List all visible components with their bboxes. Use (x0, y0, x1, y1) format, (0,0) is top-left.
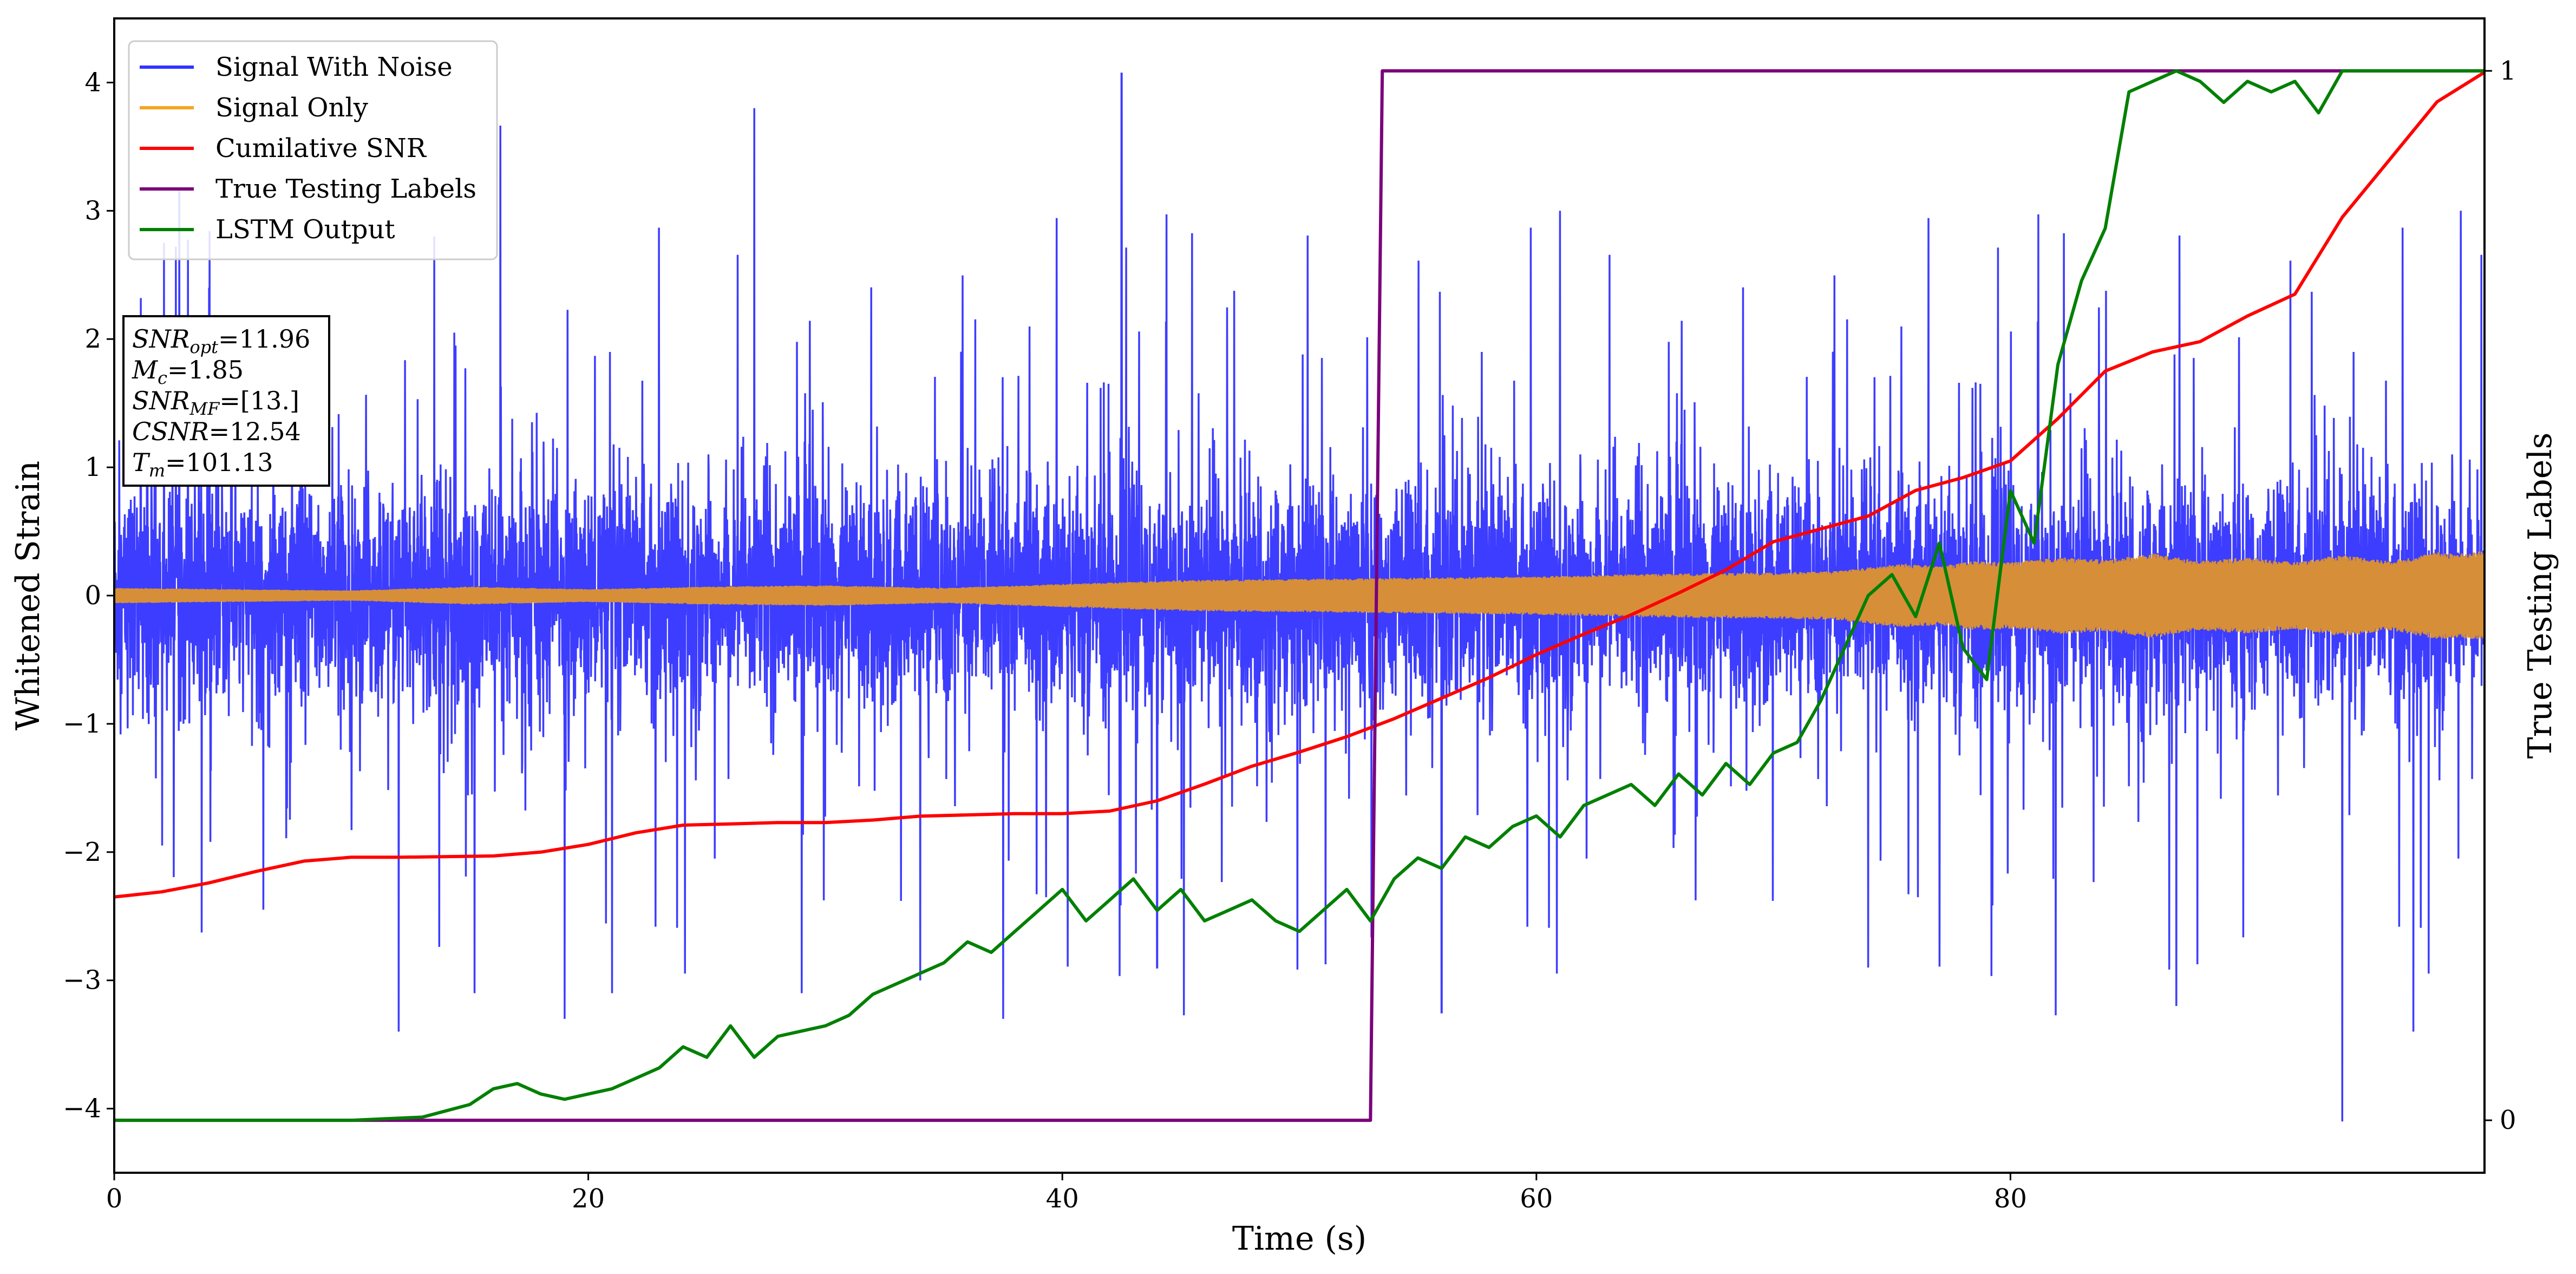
info-box-frame (122, 315, 330, 487)
series-lstm-output (114, 69, 2485, 1122)
y-tick-label: −4 (63, 1094, 101, 1124)
x-tick-label: 80 (1994, 1184, 2027, 1214)
x-axis: 0 20 40 60 80 (106, 1173, 2027, 1214)
info-line: SNRMF=[13.] (132, 386, 299, 419)
y-tick-label: 0 (84, 580, 101, 611)
y2-tick-label: 1 (2500, 56, 2516, 86)
series-signal-only (114, 551, 2485, 639)
series-true-testing-labels (114, 69, 2485, 1122)
y-tick-label: −3 (63, 965, 101, 996)
x-axis-title: Time (s) (1232, 1220, 1367, 1258)
info-line: SNRopt=11.96 (132, 324, 310, 357)
y-tick-label: 2 (84, 324, 101, 354)
y2-axis-title: True Testing Labels (2521, 433, 2559, 759)
y2-tick-label: 0 (2500, 1105, 2516, 1135)
y-tick-label: 3 (84, 195, 101, 226)
y-axis-right: 01 (2485, 56, 2516, 1135)
legend-label: Signal With Noise (215, 52, 453, 82)
y-tick-label: 4 (84, 67, 101, 97)
y-axis-left: −4 −3 −2 −1 0 1 2 3 4 (63, 67, 114, 1124)
y-tick-label: −1 (63, 709, 101, 739)
info-box: SNRopt=11.96Mc=1.85SNRMF=[13.]CSNR=12.54… (122, 315, 330, 487)
info-line: CSNR=12.54 (132, 417, 301, 446)
x-tick-label: 20 (572, 1184, 605, 1214)
x-tick-label: 0 (106, 1184, 123, 1214)
legend-label: True Testing Labels (215, 174, 476, 204)
x-tick-label: 60 (1520, 1184, 1553, 1214)
plot-frame (113, 17, 2486, 1174)
y-axis-title: Whitened Strain (9, 461, 47, 730)
y-tick-label: 1 (84, 452, 101, 482)
series-cumilative-snr (114, 70, 2485, 899)
legend-label: Signal Only (215, 93, 368, 123)
legend-label: Cumilative SNR (215, 133, 427, 164)
legend-frame (128, 40, 498, 260)
legend-label: LSTM Output (215, 214, 395, 245)
legend: Signal With Noise Signal Only Cumilative S… (128, 40, 498, 260)
plot-area (114, 69, 2485, 1122)
info-line: Tm=101.13 (132, 448, 273, 481)
x-tick-label: 40 (1046, 1184, 1079, 1214)
info-line: Mc=1.85 (132, 355, 244, 388)
y-tick-label: −2 (63, 837, 101, 867)
